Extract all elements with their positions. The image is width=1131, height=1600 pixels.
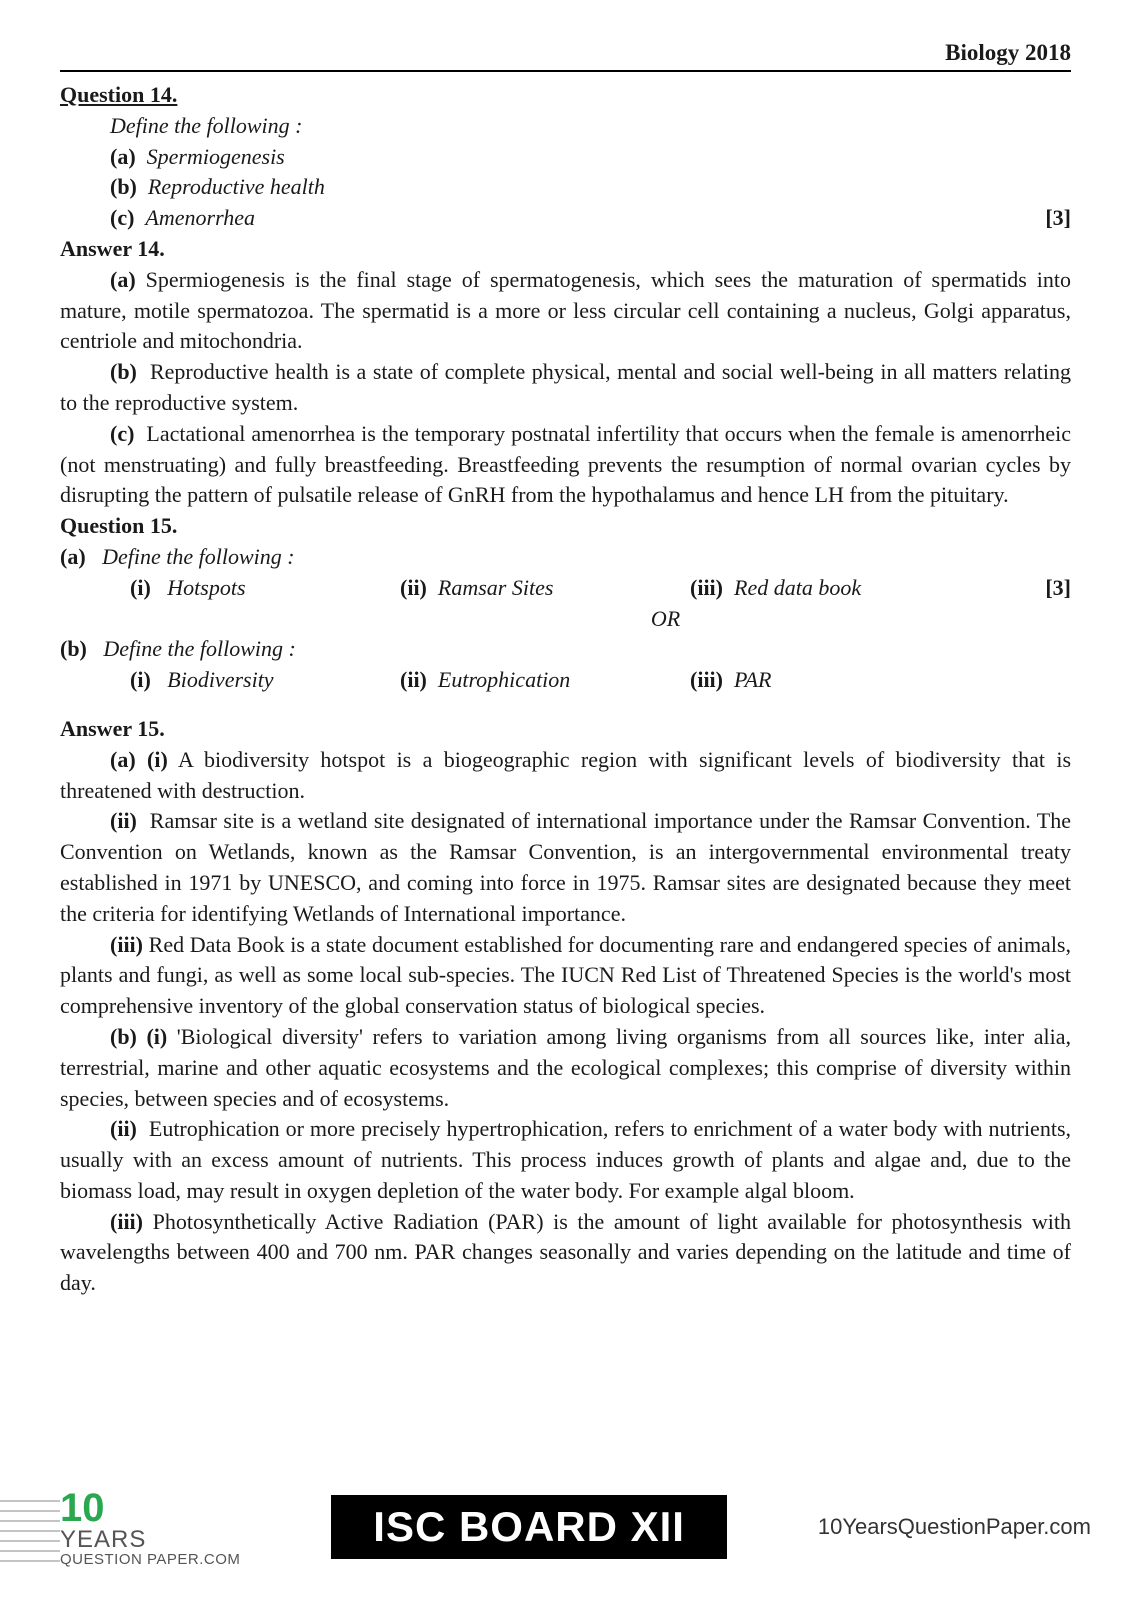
- q15-b-define-text: Define the following :: [103, 636, 295, 661]
- label-b: (b): [110, 174, 137, 199]
- a15-aii-label: (ii): [110, 808, 137, 833]
- logo-years: YEARS: [60, 1528, 240, 1552]
- a15-heading: Answer 15.: [60, 714, 1071, 745]
- q15-b-define: (b) Define the following :: [60, 634, 1071, 665]
- a15-b-ii: (ii) Eutrophication or more precisely hy…: [60, 1114, 1071, 1206]
- a15-biii-label: (iii): [110, 1209, 143, 1234]
- label-iii: (iii): [690, 575, 723, 600]
- a15-a-ii: (ii) Ramsar site is a wetland site desig…: [60, 806, 1071, 929]
- a15-a-ii-text: Ramsar site is a wetland site designated…: [60, 808, 1071, 925]
- q15-a-i: (i) Hotspots: [60, 573, 400, 604]
- q15-b-iii: (iii) PAR: [690, 665, 970, 696]
- subject-year: Biology 2018: [945, 40, 1071, 65]
- q14-heading: Question 14.: [60, 80, 1071, 111]
- q15-a-ii-text: Ramsar Sites: [438, 575, 554, 600]
- a15-b-iii: (iii) Photosynthetically Active Radiatio…: [60, 1207, 1071, 1299]
- q14-item-b: (b) Reproductive health: [60, 172, 1071, 203]
- q15-b-ii: (ii) Eutrophication: [400, 665, 690, 696]
- a15-a-i-text: A biodiversity hotspot is a biogeographi…: [60, 747, 1071, 803]
- a15-bii-label: (ii): [110, 1116, 137, 1141]
- logo-ten: 10: [60, 1488, 240, 1528]
- a14-c: (c) Lactational amenorrhea is the tempor…: [60, 419, 1071, 511]
- q15-a-marks: [3]: [970, 573, 1071, 604]
- label-iii-b: (iii): [690, 667, 723, 692]
- label-ii: (ii): [400, 575, 427, 600]
- q15-a-label: (a): [60, 544, 86, 569]
- a14-c-label: (c): [110, 421, 134, 446]
- q15-a-items: (i) Hotspots (ii) Ramsar Sites (iii) Red…: [60, 573, 1071, 604]
- q15-a-iii-text: Red data book: [734, 575, 861, 600]
- label-i-b: (i): [130, 667, 151, 692]
- q14-define: Define the following :: [60, 111, 1071, 142]
- q14-a-text: Spermiogenesis: [147, 144, 285, 169]
- q15-b-label: (b): [60, 636, 87, 661]
- page-header: Biology 2018: [60, 40, 1071, 72]
- a15-bi-label: (b) (i): [110, 1024, 167, 1049]
- label-ii-b: (ii): [400, 667, 427, 692]
- q15-b-iii-text: PAR: [734, 667, 771, 692]
- a14-c-text: Lactational amenorrhea is the temporary …: [60, 421, 1071, 508]
- document-body: Question 14. Define the following : (a) …: [60, 80, 1071, 1299]
- q14-b-text: Reproductive health: [148, 174, 325, 199]
- q14-c-text: Amenorrhea: [145, 205, 255, 230]
- a14-a: (a) Spermiogenesis is the final stage of…: [60, 265, 1071, 357]
- a15-b-ii-text: Eutrophication or more precisely hypertr…: [60, 1116, 1071, 1203]
- q15-heading: Question 15.: [60, 511, 1071, 542]
- label-a: (a): [110, 144, 136, 169]
- a14-a-text: Spermiogenesis is the final stage of spe…: [60, 267, 1071, 354]
- a14-heading: Answer 14.: [60, 234, 1071, 265]
- a15-ai-label: (a) (i): [110, 747, 168, 772]
- page-footer: 10 YEARS QUESTION PAPER.COM ISC BOARD XI…: [0, 1482, 1131, 1572]
- a14-a-label: (a): [110, 267, 136, 292]
- q15-b-i: (i) Biodiversity: [60, 665, 400, 696]
- label-i: (i): [130, 575, 151, 600]
- q15-a-define: (a) Define the following :: [60, 542, 1071, 573]
- q15-a-i-text: Hotspots: [167, 575, 245, 600]
- logo-left: 10 YEARS QUESTION PAPER.COM: [60, 1488, 240, 1567]
- site-url: 10YearsQuestionPaper.com: [818, 1514, 1091, 1540]
- q15-a-define-text: Define the following :: [102, 544, 294, 569]
- a15-a-iii-text: Red Data Book is a state document establ…: [60, 932, 1071, 1019]
- a15-b-i: (b) (i) 'Biological diversity' refers to…: [60, 1022, 1071, 1114]
- q14-item-a: (a) Spermiogenesis: [60, 142, 1071, 173]
- a14-b-label: (b): [110, 359, 137, 384]
- q15-a-ii: (ii) Ramsar Sites: [400, 573, 690, 604]
- a15-b-i-text: 'Biological diversity' refers to variati…: [60, 1024, 1071, 1111]
- q15-b-i-text: Biodiversity: [167, 667, 273, 692]
- a15-aiii-label: (iii): [110, 932, 143, 957]
- logo-qp: QUESTION PAPER.COM: [60, 1552, 240, 1567]
- a15-a-iii: (iii) Red Data Book is a state document …: [60, 930, 1071, 1022]
- label-c: (c): [110, 205, 134, 230]
- q15-b-items: (i) Biodiversity (ii) Eutrophication (ii…: [60, 665, 1071, 696]
- q14-marks: [3]: [1045, 203, 1071, 234]
- q15-b-ii-text: Eutrophication: [438, 667, 570, 692]
- q14-title: Question 14.: [60, 82, 177, 107]
- a14-b-text: Reproductive health is a state of comple…: [60, 359, 1071, 415]
- q15-a-iii: (iii) Red data book: [690, 573, 970, 604]
- board-badge: ISC BOARD XII: [331, 1495, 727, 1559]
- a14-b: (b) Reproductive health is a state of co…: [60, 357, 1071, 419]
- or-separator: OR: [60, 604, 1071, 635]
- a15-b-iii-text: Photosynthetically Active Radiation (PAR…: [60, 1209, 1071, 1296]
- a15-a-i: (a) (i) A biodiversity hotspot is a biog…: [60, 745, 1071, 807]
- q14-item-c: (c) Amenorrhea [3]: [60, 203, 1071, 234]
